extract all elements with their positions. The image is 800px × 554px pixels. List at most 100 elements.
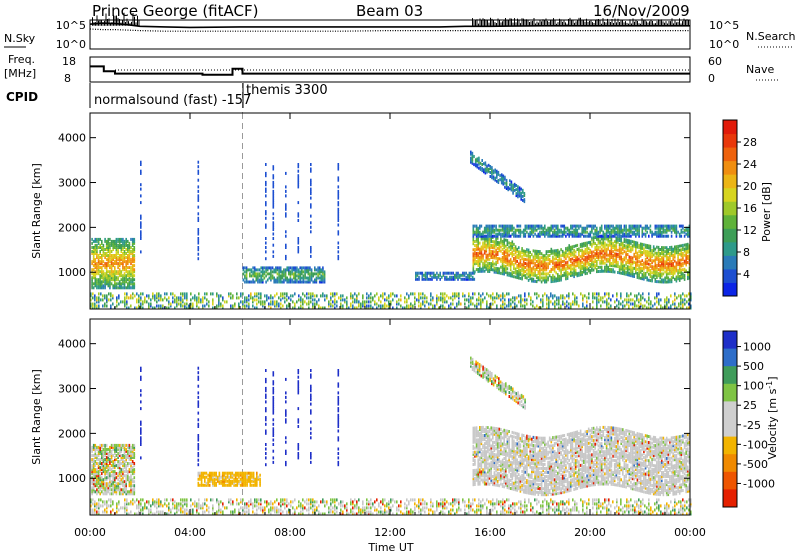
power-echo-cell <box>492 175 495 179</box>
power-echo-cell <box>436 275 438 279</box>
power-near-range-cell <box>438 306 440 310</box>
power-near-range-cell <box>218 298 220 302</box>
power-echo-cell <box>610 237 613 241</box>
power-echo-cell <box>638 226 640 230</box>
power-near-range-cell <box>656 306 658 310</box>
power-echo-cell <box>488 234 491 238</box>
power-near-range-cell <box>380 304 382 308</box>
velocity-near-range-cell <box>154 504 156 508</box>
power-echo-cell <box>249 268 251 272</box>
power-echo-cell <box>656 270 658 273</box>
power-echo-cell <box>630 245 632 249</box>
power-sparse-column <box>140 183 142 187</box>
power-echo-cell <box>501 228 504 232</box>
power-echo-cell <box>416 273 419 277</box>
power-echo-cell <box>581 250 583 254</box>
velocity-near-range-cell <box>190 512 192 516</box>
power-echo-cell <box>131 243 134 247</box>
power-echo-cell <box>524 228 527 232</box>
power-echo-cell <box>109 284 111 288</box>
power-echo-cell <box>131 286 134 290</box>
velocity-near-range-cell <box>112 508 114 512</box>
power-echo-cell <box>630 249 632 253</box>
power-echo-cell <box>301 268 303 272</box>
power-near-range-cell <box>150 304 152 308</box>
velocity-near-range-cell <box>104 500 106 504</box>
power-near-range-cell <box>116 304 118 308</box>
power-sparse-column <box>197 165 200 169</box>
power-echo-cell <box>555 263 557 267</box>
velocity-near-range-cell <box>174 512 176 516</box>
power-near-range-cell <box>232 294 234 298</box>
power-sparse-column <box>285 234 287 238</box>
power-near-range-cell <box>104 302 106 306</box>
power-near-range-cell <box>298 298 300 302</box>
power-echo-cell <box>509 268 512 272</box>
power-echo-cell <box>664 260 666 264</box>
power-echo-cell <box>547 226 549 230</box>
power-echo-cell <box>120 282 123 286</box>
power-echo-cell <box>571 230 574 234</box>
power-echo-cell <box>127 239 129 243</box>
power-echo-cell <box>609 267 611 271</box>
power-echo-cell <box>117 237 119 241</box>
power-echo-cell <box>635 228 637 232</box>
power-echo-cell <box>260 276 262 280</box>
power-echo-cell <box>560 262 562 266</box>
power-echo-cell <box>471 275 474 279</box>
power-echo-cell <box>323 272 326 276</box>
power-echo-cell <box>550 228 553 232</box>
power-echo-cell <box>680 264 683 268</box>
power-near-range-cell <box>592 296 594 300</box>
power-near-range-cell <box>328 300 330 304</box>
power-echo-cell <box>607 243 609 247</box>
power-echo-cell <box>91 284 93 288</box>
power-near-range-cell <box>222 304 224 308</box>
power-echo-cell <box>130 252 132 255</box>
power-echo-cell <box>283 274 285 278</box>
power-near-range-cell <box>336 292 338 296</box>
power-near-range-cell <box>116 298 118 302</box>
power-echo-cell <box>544 224 546 228</box>
power-echo-cell <box>573 254 575 258</box>
power-near-range-cell <box>552 296 554 300</box>
power-echo-cell <box>105 248 108 251</box>
power-echo-cell <box>514 251 517 255</box>
power-echo-cell <box>654 259 657 263</box>
power-echo-cell <box>492 262 494 266</box>
power-echo-cell <box>102 276 105 280</box>
power-echo-cell <box>573 234 575 238</box>
power-echo-cell <box>506 261 509 265</box>
power-echo-cell <box>643 249 645 253</box>
power-echo-cell <box>641 273 644 277</box>
power-echo-cell <box>675 277 678 281</box>
power-sparse-column <box>297 219 300 222</box>
power-echo-cell <box>639 242 642 246</box>
power-echo-cell <box>323 278 326 282</box>
power-near-range-cell <box>218 294 220 298</box>
power-echo-cell <box>657 280 660 284</box>
power-echo-cell <box>128 276 131 280</box>
power-echo-cell <box>488 263 491 267</box>
power-sparse-column <box>337 178 340 182</box>
power-near-range-cell <box>492 298 494 302</box>
power-echo-cell <box>651 275 653 279</box>
power-echo-cell <box>669 270 671 274</box>
power-sparse-column <box>272 167 275 171</box>
power-echo-cell <box>636 230 639 234</box>
power-echo-cell <box>286 266 288 270</box>
power-echo-cell <box>612 226 614 230</box>
power-sparse-column <box>297 178 300 182</box>
power-echo-cell <box>641 244 644 248</box>
power-near-range-cell <box>554 302 556 306</box>
power-echo-cell <box>652 265 655 269</box>
power-near-range-cell <box>456 302 458 306</box>
power-near-range-cell <box>212 292 214 296</box>
power-echo-cell <box>592 250 595 254</box>
power-echo-cell <box>502 174 505 178</box>
power-near-range-cell <box>102 304 104 308</box>
power-echo-cell <box>120 254 123 257</box>
power-near-range-cell <box>422 302 424 306</box>
power-near-range-cell <box>212 302 214 306</box>
power-echo-cell <box>639 268 642 272</box>
